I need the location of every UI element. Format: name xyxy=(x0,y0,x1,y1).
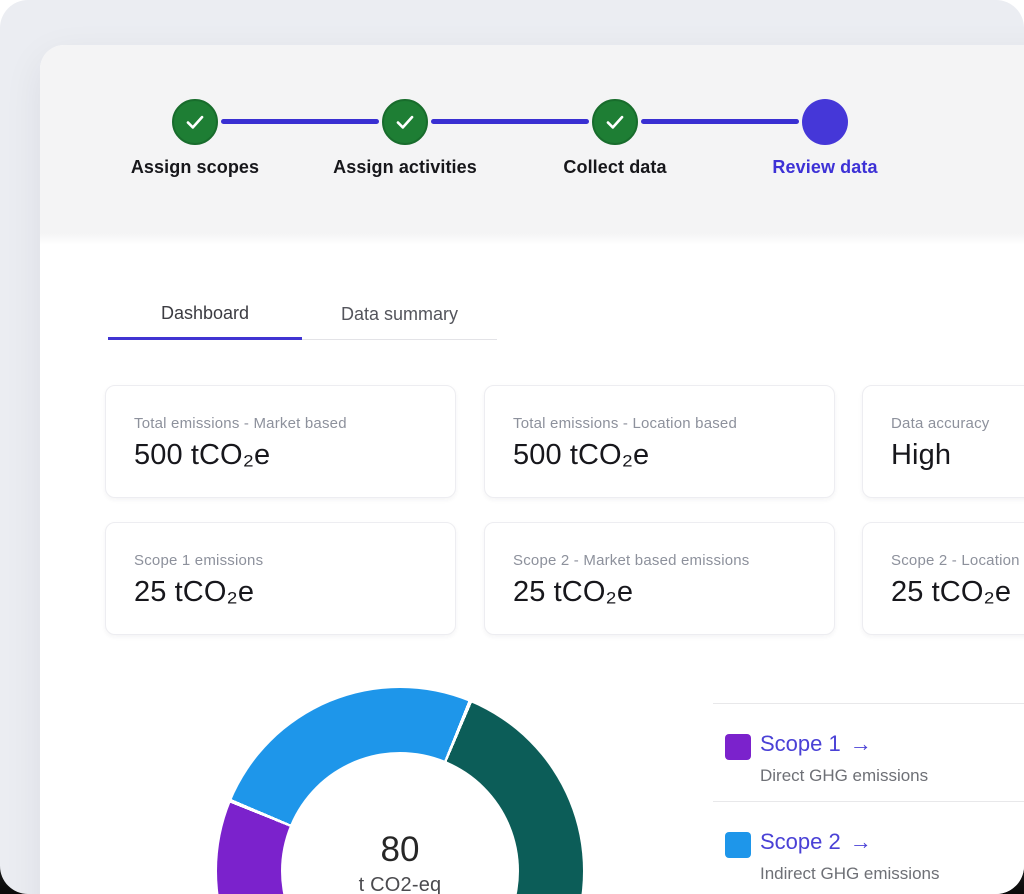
card-value: 25 tCO₂e xyxy=(513,576,634,608)
arrow-right-icon: → xyxy=(849,829,872,854)
step-label-collect-data[interactable]: Collect data xyxy=(563,157,667,177)
scope1-link[interactable]: Scope 1 → xyxy=(760,731,872,756)
legend-divider xyxy=(713,801,1024,802)
card-label: Total emissions - Location based xyxy=(513,415,738,432)
step-label-review-data[interactable]: Review data xyxy=(772,157,878,177)
donut-total-unit: t CO2-eq xyxy=(358,874,442,894)
card-scope1-emissions: Scope 1 emissions 25 tCO₂e xyxy=(105,522,456,635)
card-value: 500 tCO₂e xyxy=(134,439,271,471)
card-value: High xyxy=(891,439,952,471)
legend-item-scope1: Scope 1 → Direct GHG emissions xyxy=(713,704,1024,801)
card-label: Scope 1 emissions xyxy=(134,552,264,569)
stepper-header: Assign scopes Assign activities Collect … xyxy=(40,45,1024,245)
card-value: 25 tCO₂e xyxy=(891,576,1012,608)
card-label: Scope 2 - Market based emissions xyxy=(513,552,750,569)
card-scope2-location-emissions: Scope 2 - Location based emissions 25 tC… xyxy=(862,522,1024,635)
stepper-connector xyxy=(221,119,379,124)
check-icon xyxy=(606,115,624,129)
step-circle-review-data[interactable] xyxy=(802,99,848,145)
card-label: Data accuracy xyxy=(891,415,990,432)
legend-divider xyxy=(713,703,1024,704)
step-circle-collect-data[interactable] xyxy=(592,99,638,145)
card-label: Total emissions - Market based xyxy=(134,415,347,432)
tab-data-summary[interactable]: Data summary xyxy=(302,290,497,340)
main-window: Assign scopes Assign activities Collect … xyxy=(40,45,1024,894)
scope1-description: Direct GHG emissions xyxy=(760,766,929,785)
scope2-description: Indirect GHG emissions xyxy=(760,864,940,883)
chart-legend: Scope 1 → Direct GHG emissions Scope 2 → I… xyxy=(713,703,1024,894)
card-total-emissions-market: Total emissions - Market based 500 tCO₂e xyxy=(105,385,456,498)
stepper-connector xyxy=(431,119,589,124)
step-circle-assign-scopes[interactable] xyxy=(172,99,218,145)
legend-item-scope2: Scope 2 → Indirect GHG emissions xyxy=(713,802,1024,894)
card-scope2-market-emissions: Scope 2 - Market based emissions 25 tCO₂… xyxy=(484,522,835,635)
scope2-color-swatch xyxy=(725,832,751,858)
card-data-accuracy: Data accuracy High xyxy=(862,385,1024,498)
arrow-right-icon: → xyxy=(849,731,872,756)
scope1-color-swatch xyxy=(725,734,751,760)
donut-chart[interactable]: 80 t CO2-eq xyxy=(217,688,583,894)
step-label-assign-activities[interactable]: Assign activities xyxy=(333,157,477,177)
card-label: Scope 2 - Location based emissions xyxy=(891,552,1024,569)
card-value: 500 tCO₂e xyxy=(513,439,650,471)
card-total-emissions-location: Total emissions - Location based 500 tCO… xyxy=(484,385,835,498)
check-icon xyxy=(396,115,414,129)
scope2-link[interactable]: Scope 2 → xyxy=(760,829,872,854)
tab-bar: Dashboard Data summary xyxy=(108,290,497,340)
step-circle-assign-activities[interactable] xyxy=(382,99,428,145)
stepper-connector xyxy=(641,119,799,124)
check-icon xyxy=(186,115,204,129)
tab-dashboard[interactable]: Dashboard xyxy=(108,290,302,340)
card-value: 25 tCO₂e xyxy=(134,576,255,608)
donut-total-value: 80 xyxy=(380,830,420,869)
donut-center: 80 t CO2-eq xyxy=(281,752,519,894)
step-label-assign-scopes[interactable]: Assign scopes xyxy=(130,157,260,177)
